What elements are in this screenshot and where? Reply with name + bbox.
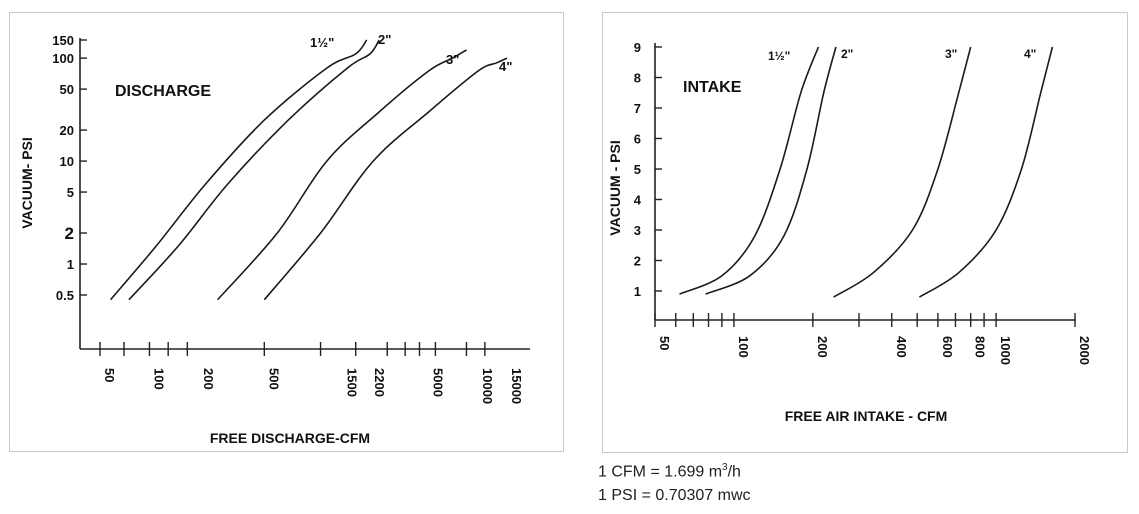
x-tick-label-5000: 5000: [431, 368, 446, 397]
discharge-series-label-3: 3": [446, 52, 459, 67]
cfm-conversion-note: 1 CFM = 1.699 m3/h: [598, 456, 751, 484]
x-tick-label-50: 50: [102, 368, 117, 382]
x-tick-label-500: 500: [266, 368, 281, 390]
conversion-notes: 1 CFM = 1.699 m3/h 1 PSI = 0.70307 mwc: [598, 456, 751, 508]
intake-curve-2: [705, 46, 837, 295]
intake-chart: 9 8 7 6 5 4 3 2 1 50 100 200 400 600 800 1000 2000 INTAKE…: [607, 40, 1092, 424]
y-tick-label-1: 1: [67, 257, 74, 272]
psi-conversion-note: 1 PSI = 0.70307 mwc: [598, 487, 751, 505]
intake-curve-1: [679, 46, 820, 295]
y-tick-label-5: 5: [634, 162, 641, 177]
x-tick-label-2000: 2000: [1077, 336, 1092, 365]
discharge-series-label-4: 4": [499, 59, 512, 74]
y-tick-label-6: 6: [634, 132, 641, 147]
discharge-chart-panel: 150 100 50 20 10 5 2 1 0.5 50 100 200 500 1500 2200 500…: [9, 12, 564, 452]
x-tick-label-200: 200: [201, 368, 216, 390]
y-tick-label-2: 2: [634, 254, 641, 269]
intake-chart-panel: 9 8 7 6 5 4 3 2 1 50 100 200 400 600 800 1000 2000 INTAKE…: [602, 12, 1128, 453]
y-tick-label-150: 150: [52, 33, 74, 48]
discharge-title: DISCHARGE: [115, 83, 211, 100]
y-tick-label-4: 4: [634, 193, 642, 208]
cfm-conversion-unit: /h: [727, 463, 741, 481]
y-axis-title: VACUUM- PSI: [19, 137, 35, 229]
discharge-curve-1: [109, 39, 368, 301]
discharge-curve-4: [263, 57, 508, 301]
cfm-conversion-exponent: 3: [722, 462, 728, 473]
x-tick-label-1500: 1500: [345, 368, 360, 397]
y-tick-label-20: 20: [60, 123, 74, 138]
y-tick-label-50: 50: [60, 82, 74, 97]
x-tick-label-600: 600: [940, 336, 955, 358]
intake-series-label-1: 1½": [768, 49, 790, 63]
intake-series-label-3: 3": [945, 47, 957, 61]
x-tick-label-400: 400: [894, 336, 909, 358]
x-tick-label-10000: 10000: [480, 368, 495, 404]
y-tick-label-8: 8: [634, 71, 641, 86]
x-tick-label-800: 800: [973, 336, 988, 358]
y-tick-label-1: 1: [634, 284, 641, 299]
y-tick-label-0-5: 0.5: [56, 288, 74, 303]
x-tick-label-2200: 2200: [372, 368, 387, 397]
discharge-chart: 150 100 50 20 10 5 2 1 0.5 50 100 200 500 1500 2200 500…: [19, 32, 530, 446]
y-tick-label-3: 3: [634, 223, 641, 238]
y-tick-label-7: 7: [634, 101, 641, 116]
intake-title: INTAKE: [683, 79, 742, 96]
discharge-series-label-1: 1½": [310, 35, 334, 50]
x-axis-title: FREE AIR INTAKE - CFM: [785, 408, 948, 424]
y-tick-label-9: 9: [634, 40, 641, 55]
y-axis-title: VACUUM - PSI: [607, 140, 623, 235]
x-tick-label-200: 200: [815, 336, 830, 358]
x-tick-label-100: 100: [151, 368, 166, 390]
x-axis-title: FREE DISCHARGE-CFM: [210, 430, 370, 446]
y-tick-label-5: 5: [67, 185, 74, 200]
y-tick-label-100: 100: [52, 51, 74, 66]
discharge-series-label-2: 2": [378, 32, 391, 47]
intake-series-label-4: 4": [1024, 47, 1036, 61]
intake-series-label-2: 2": [841, 47, 853, 61]
intake-curve-3: [833, 46, 972, 298]
x-tick-label-50: 50: [657, 336, 672, 350]
discharge-curve-3: [217, 49, 467, 301]
y-tick-label-10: 10: [60, 154, 74, 169]
cfm-conversion-text: 1 CFM = 1.699 m: [598, 463, 723, 481]
x-tick-label-100: 100: [736, 336, 751, 358]
discharge-curve-2: [128, 39, 380, 301]
x-tick-label-1000: 1000: [998, 336, 1013, 365]
intake-curve-4: [918, 46, 1054, 298]
x-tick-label-15000: 15000: [509, 368, 524, 404]
y-tick-label-2: 2: [65, 224, 74, 243]
